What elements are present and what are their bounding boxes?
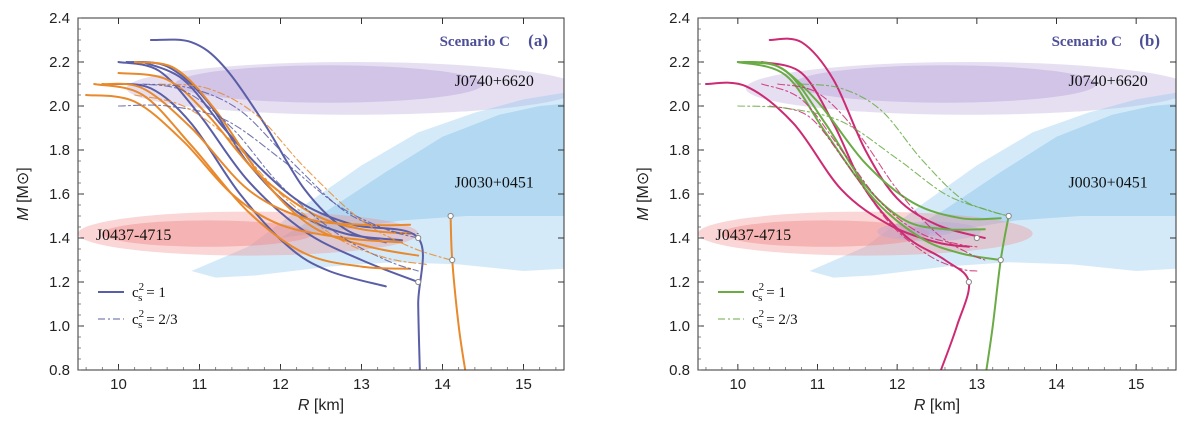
- series-line-purple-solid-2: [109, 82, 387, 288]
- legend-label-dashdot: c2 s = 2/3: [752, 308, 798, 331]
- y-tick-label: 2.0: [669, 98, 690, 115]
- series-line-purple-dashdot-12: [142, 83, 419, 235]
- series-line-purple-dashdot-13: [134, 83, 419, 272]
- region-label-j0030-0451: J0030+0451: [455, 174, 534, 191]
- x-tick-label: 15: [1128, 376, 1145, 393]
- region-inner-j0437-4715: [721, 220, 930, 247]
- series-line-magenta-dashdot-9: [769, 105, 978, 272]
- series-line-purple-solid-3: [117, 61, 420, 283]
- series-line-purple-solid-4: [141, 61, 424, 370]
- series-line-green-dashdot-11: [801, 83, 1010, 217]
- y-axis-label: M [M⊙]: [635, 167, 652, 220]
- marker-point-0: [1005, 212, 1012, 220]
- x-axis-label: R [km]: [914, 397, 960, 414]
- x-tick-label: 14: [434, 376, 451, 393]
- series-line-green-solid-5: [736, 61, 1002, 261]
- y-tick-label: 2.4: [49, 10, 70, 27]
- series-line-magenta-solid-0: [768, 37, 986, 239]
- scenario-label: Scenario C: [1052, 34, 1122, 50]
- x-axis-label: R [km]: [298, 397, 344, 414]
- region-label-j0437-4715: J0437-4715: [716, 227, 792, 244]
- series-line-orange-solid-10: [449, 215, 467, 370]
- marker-point-1: [997, 256, 1004, 264]
- marker-point-3: [449, 256, 456, 264]
- y-tick-label: 1.6: [49, 186, 70, 203]
- region-label-j0740-6620: J0740+6620: [1068, 73, 1147, 90]
- series-line-orange-solid-8: [93, 83, 412, 270]
- plot-area: [698, 37, 1176, 370]
- marker-point-1: [415, 278, 422, 286]
- x-tick-label: 15: [515, 376, 532, 393]
- plot-area: [78, 38, 564, 370]
- region-inner-j0740-6620: [175, 65, 483, 103]
- y-tick-label: 0.8: [49, 362, 70, 379]
- x-tick-label: 10: [110, 376, 127, 393]
- x-tick-label: 11: [810, 376, 826, 393]
- panel-a: J0740+6620 J0030+0451 J0437-4715 Scenario C…: [15, 10, 565, 414]
- series-line-magenta-dashdot-8: [761, 83, 978, 248]
- panel-b: J0740+6620 J0030+0451 J0437-4715 Scenario C…: [635, 10, 1177, 414]
- marker-point-3: [965, 278, 972, 286]
- series-line-orange-solid-7: [117, 72, 412, 235]
- y-tick-label: 1.2: [669, 274, 690, 291]
- panel-tag: (a): [528, 31, 548, 50]
- y-tick-label: 1.8: [49, 142, 70, 159]
- series-line-green-solid-4: [744, 61, 986, 231]
- region-outer-j0740-6620: [126, 62, 564, 115]
- series-line-magenta-solid-1: [704, 81, 970, 248]
- region-label-j0030-0451: J0030+0451: [1068, 174, 1147, 191]
- region-label-j0740-6620: J0740+6620: [455, 73, 534, 90]
- y-axis-label: M [M⊙]: [15, 167, 32, 220]
- x-tick-label: 10: [729, 376, 746, 393]
- y-tick-label: 1.0: [49, 318, 70, 335]
- legend-label-solid: c2 s = 1: [132, 281, 166, 304]
- series-line-orange-solid-9: [133, 61, 420, 257]
- region-label-j0437-4715: J0437-4715: [96, 227, 172, 244]
- region-outer-j0030-0451: [191, 92, 564, 278]
- marker-point-2: [447, 212, 454, 220]
- y-tick-label: 1.4: [669, 230, 690, 247]
- y-tick-label: 2.4: [669, 10, 690, 27]
- region-outer-j0740-6620: [745, 62, 1176, 115]
- series-line-magenta-solid-2: [760, 61, 971, 370]
- series-line-green-solid-6: [985, 215, 1010, 370]
- y-tick-label: 1.6: [669, 186, 690, 203]
- x-tick-label: 14: [1048, 376, 1065, 393]
- marker-point-2: [973, 234, 980, 242]
- y-tick-label: 1.2: [49, 274, 70, 291]
- region-inner-j0437-4715: [102, 220, 313, 247]
- legend-label-solid: c2 s = 1: [752, 281, 786, 304]
- legend-label-dashdot: c2 s = 2/3: [132, 308, 178, 331]
- y-tick-label: 2.0: [49, 98, 70, 115]
- y-tick-label: 2.2: [669, 54, 690, 71]
- marker-point-0: [415, 234, 422, 242]
- x-tick-label: 12: [889, 376, 906, 393]
- series-line-purple-dashdot-11: [117, 104, 419, 239]
- y-tick-label: 1.4: [49, 230, 70, 247]
- y-tick-label: 1.8: [669, 142, 690, 159]
- x-tick-label: 11: [192, 376, 208, 393]
- series-line-magenta-dashdot-7: [777, 83, 986, 261]
- y-tick-label: 2.2: [49, 54, 70, 71]
- series-line-orange-dashdot-15: [134, 94, 427, 265]
- series-line-orange-dashdot-14: [158, 83, 452, 261]
- x-tick-label: 13: [968, 376, 985, 393]
- panel-tag: (b): [1139, 31, 1160, 50]
- x-tick-label: 13: [353, 376, 370, 393]
- region-inner-j0030-0451: [897, 103, 1176, 238]
- series-line-purple-solid-0: [149, 38, 387, 244]
- region-inner-j0740-6620: [793, 65, 1097, 103]
- x-tick-label: 12: [272, 376, 289, 393]
- y-tick-label: 0.8: [669, 362, 690, 379]
- series-line-orange-solid-5: [101, 82, 412, 227]
- y-tick-label: 1.0: [669, 318, 690, 335]
- scenario-label: Scenario C: [440, 34, 510, 50]
- region-inner-j0030-0451: [280, 103, 564, 238]
